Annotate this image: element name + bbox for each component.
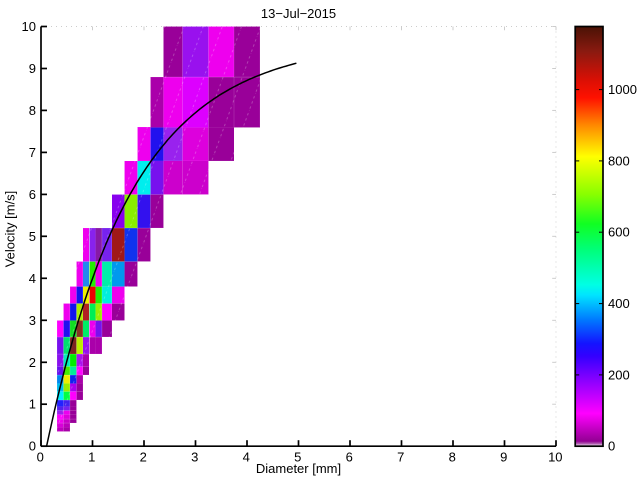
svg-text:8: 8 [449, 449, 456, 464]
svg-text:3: 3 [29, 313, 36, 328]
svg-text:8: 8 [29, 103, 36, 118]
svg-text:800: 800 [608, 153, 630, 168]
svg-text:0: 0 [29, 439, 36, 454]
svg-text:400: 400 [608, 296, 630, 311]
svg-text:Velocity [m/s]: Velocity [m/s] [2, 191, 17, 268]
svg-text:3: 3 [191, 449, 198, 464]
svg-text:5: 5 [294, 449, 301, 464]
svg-text:6: 6 [346, 449, 353, 464]
svg-text:10: 10 [548, 449, 562, 464]
svg-text:4: 4 [29, 271, 36, 286]
svg-text:7: 7 [397, 449, 404, 464]
svg-text:10: 10 [22, 19, 36, 34]
svg-text:1000: 1000 [608, 82, 637, 97]
svg-text:0: 0 [37, 449, 44, 464]
svg-text:1: 1 [88, 449, 95, 464]
svg-text:200: 200 [608, 367, 630, 382]
svg-text:Diameter [mm]: Diameter [mm] [256, 461, 341, 476]
svg-text:13−Jul−2015: 13−Jul−2015 [261, 6, 336, 21]
svg-text:0: 0 [608, 439, 615, 454]
svg-text:2: 2 [29, 355, 36, 370]
svg-text:1: 1 [29, 397, 36, 412]
svg-text:5: 5 [29, 229, 36, 244]
svg-text:9: 9 [29, 61, 36, 76]
svg-text:600: 600 [608, 225, 630, 240]
svg-text:9: 9 [500, 449, 507, 464]
svg-text:6: 6 [29, 187, 36, 202]
svg-text:7: 7 [29, 145, 36, 160]
svg-text:4: 4 [243, 449, 250, 464]
svg-text:2: 2 [140, 449, 147, 464]
